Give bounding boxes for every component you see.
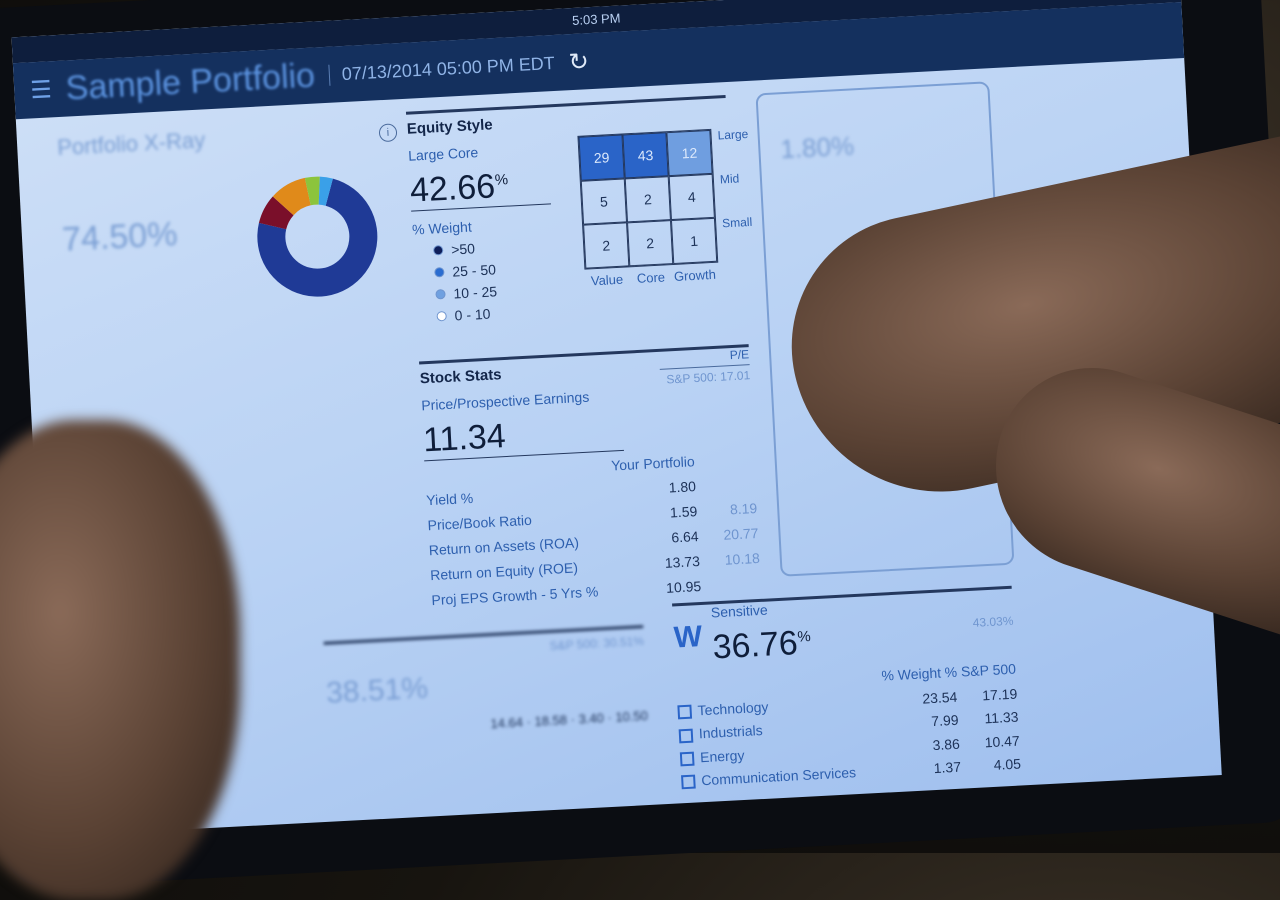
style-box-cell[interactable]: 2 (624, 176, 671, 223)
cyclical-marker: S&P 500: 30.51% (549, 634, 645, 654)
sensitive-panel: W Sensitive 36.76% 43.03% % Weight% S&P … (672, 585, 1022, 797)
hand-left (0, 420, 240, 900)
style-box-row-label: Mid (719, 171, 740, 187)
app-date: 07/13/2014 05:00 PM EDT (328, 52, 556, 86)
legend-dot (435, 288, 446, 300)
status-time: 5:03 PM (571, 10, 621, 28)
fixed-income-yield: 1.80% (779, 130, 855, 165)
portfolio-xray-panel: Portfolio X-Ray 74.50% i (57, 118, 402, 614)
sensitive-label: Sensitive (710, 601, 769, 621)
style-box-cell[interactable]: 2 (627, 220, 674, 267)
refresh-icon[interactable]: ↻ (567, 47, 590, 76)
style-box-cell[interactable]: 43 (622, 132, 669, 179)
screen: 5:03 PM ☰ Sample Portfolio 07/13/2014 05… (11, 0, 1222, 837)
legend-dot (434, 267, 445, 278)
pe-label: Price/Prospective Earnings (420, 388, 590, 414)
stock-stats-table: Yield % 1.80 Price/Book Ratio 1.59 8.19 Retur… (426, 475, 762, 608)
pe-marker: P/E (729, 347, 750, 363)
style-box-rows: Large Mid Small (717, 127, 755, 260)
style-box-row-label: Large (717, 126, 749, 143)
sensitive-value: 36.76% (711, 624, 812, 667)
stock-stats-panel: Stock Stats Price/Prospective Earnings 1… (419, 344, 762, 610)
donut-slice[interactable] (304, 176, 321, 206)
style-box-column-label: Core (636, 269, 666, 286)
style-box-column-label: Value (590, 271, 624, 289)
allocation-donut[interactable] (249, 168, 386, 305)
xray-title: Portfolio X-Ray (56, 127, 206, 161)
style-box-cell[interactable]: 5 (580, 178, 628, 225)
sector-icon (677, 704, 693, 720)
legend-dot (436, 310, 447, 322)
cyclical-values: 14.64 · 18.58 · 3.40 · 10.50 (490, 707, 649, 732)
donut-slice[interactable] (258, 195, 295, 230)
sensitive-table: % Weight% S&P 500 Technology 23.54 17.19 Ind… (676, 661, 1021, 790)
style-box-grid[interactable]: 29 43 12 5 2 4 2 2 1 (577, 128, 719, 270)
style-box-row-label: Small (721, 214, 753, 231)
sector-icon (678, 728, 694, 743)
sensitive-marker: 43.03% (972, 613, 1014, 630)
sector-icon (679, 751, 695, 767)
info-icon[interactable]: i (378, 123, 398, 143)
style-box-cell[interactable]: 29 (578, 134, 625, 181)
equity-style-value: 42.66% (409, 164, 551, 212)
style-box-cell[interactable]: 12 (666, 129, 713, 177)
donut-slice[interactable] (317, 176, 334, 206)
donut-slice[interactable] (254, 176, 380, 299)
style-box-column-label: Growth (673, 266, 717, 284)
donut-slice[interactable] (272, 177, 311, 217)
cyclical-panel: S&P 500: 30.51% 38.51% 14.64 · 18.58 · 3… (323, 625, 652, 795)
equity-style-panel: Equity Style Large Core 42.66% % Weight … (405, 95, 753, 350)
app-title: Sample Portfolio (64, 56, 316, 108)
cyclical-value: 38.51% (325, 671, 429, 710)
style-box-cell[interactable]: 1 (670, 217, 718, 265)
hamburger-icon[interactable]: ☰ (29, 75, 53, 104)
style-box-cell[interactable]: 2 (583, 222, 630, 269)
style-box-cell[interactable]: 4 (668, 173, 715, 221)
sector-icon (681, 774, 696, 790)
sensitive-icon: W (672, 619, 703, 654)
pe-scale: P/E S&P 500: 17.01 (659, 347, 751, 387)
legend-dot (432, 245, 444, 256)
pe-value: 11.34 (422, 410, 624, 462)
